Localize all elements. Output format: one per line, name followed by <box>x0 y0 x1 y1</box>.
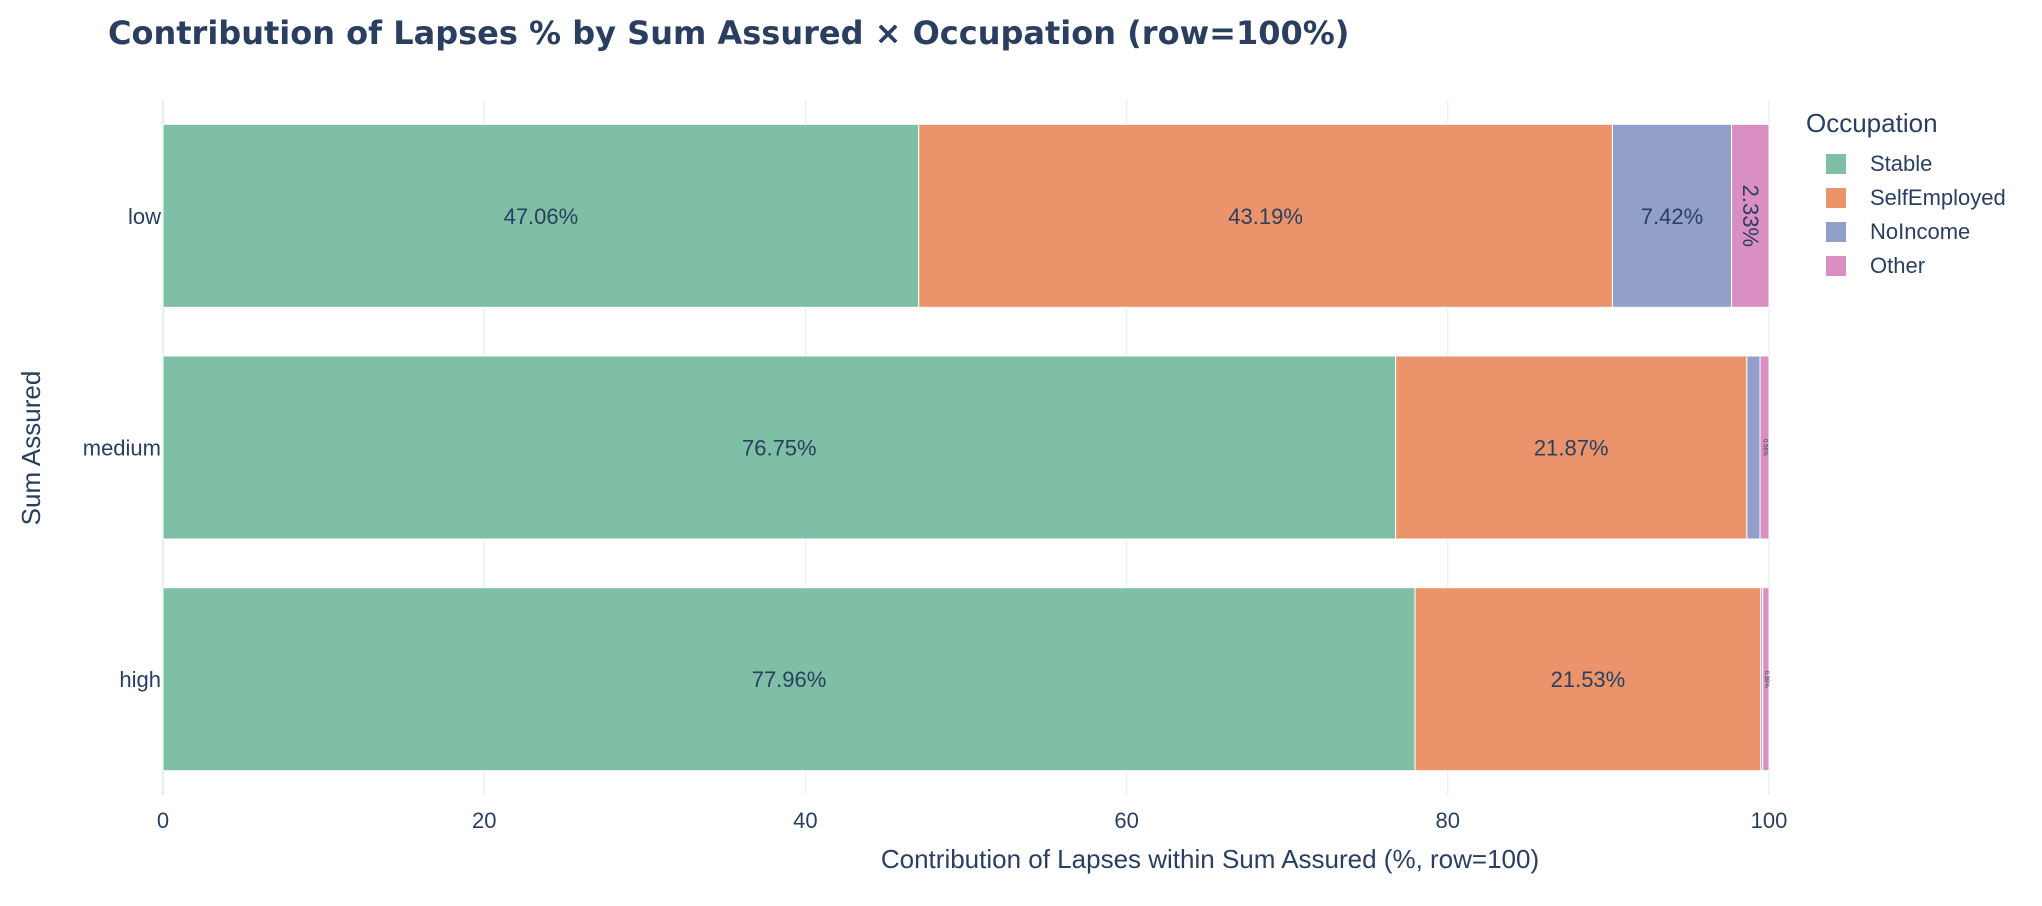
legend: Occupation Stable SelfEmployed NoIncome Oth… <box>1806 108 2006 283</box>
legend-label: Stable <box>1870 151 1933 176</box>
bar-label: 47.06% <box>504 204 579 229</box>
bar-label: 2.33% <box>1738 185 1763 247</box>
bar-labels: 47.06% 43.19% 7.42% 2.33% 76.75% 21.87% 0.56% 7… <box>504 185 1769 693</box>
x-tick-label: 40 <box>793 808 817 833</box>
legend-swatch <box>1826 256 1846 276</box>
bar-other-medium <box>1759 355 1770 540</box>
legend-item-other[interactable]: Other <box>1806 249 2006 283</box>
bar-label: 21.53% <box>1551 667 1626 692</box>
bar-label: 0.39% <box>1763 671 1769 689</box>
chart-title: Contribution of Lapses % by Sum Assured … <box>108 14 1350 52</box>
bar-label: 0.56% <box>1762 439 1768 457</box>
x-axis-title: Contribution of Lapses within Sum Assure… <box>881 844 1539 874</box>
bar-selfemployed-high <box>1414 587 1762 772</box>
bar-other-low <box>1731 123 1770 308</box>
bar-selfemployed-low <box>918 123 1613 308</box>
bar-stable-medium <box>162 355 1397 540</box>
bar-label: 21.87% <box>1534 436 1609 461</box>
x-tick-label: 60 <box>1114 808 1138 833</box>
legend-label: SelfEmployed <box>1870 185 2006 210</box>
bar-label: 76.75% <box>742 436 817 461</box>
legend-swatch <box>1826 154 1846 174</box>
bar-other-high <box>1762 587 1770 772</box>
x-tick-label: 20 <box>472 808 496 833</box>
legend-items: Stable SelfEmployed NoIncome Other <box>1806 147 2006 283</box>
bars <box>162 123 1770 772</box>
y-tick-label: medium <box>83 436 161 461</box>
x-tick-label: 80 <box>1436 808 1460 833</box>
bar-label: 7.42% <box>1641 204 1703 229</box>
x-tick-label: 0 <box>157 808 169 833</box>
legend-swatch <box>1826 188 1846 208</box>
y-tick-label: low <box>128 204 161 229</box>
legend-item-noincome[interactable]: NoIncome <box>1806 215 2006 249</box>
bar-label: 77.96% <box>752 667 827 692</box>
legend-label: Other <box>1870 253 1926 278</box>
x-tick-label: 100 <box>1751 808 1788 833</box>
bar-label: 43.19% <box>1228 204 1303 229</box>
y-axis-title: Sum Assured <box>16 371 46 526</box>
bar-selfemployed-medium <box>1395 355 1748 540</box>
bar-noincome-low <box>1611 123 1733 308</box>
axis-ticks: 0 20 40 60 80 100 low medium high <box>83 204 1788 833</box>
legend-swatch <box>1826 222 1846 242</box>
bar-noincome-medium <box>1746 355 1761 540</box>
bar-stable-high <box>162 587 1416 772</box>
legend-title: Occupation <box>1806 108 1938 138</box>
legend-item-selfemployed[interactable]: SelfEmployed <box>1806 181 2006 215</box>
y-tick-label: high <box>119 667 161 692</box>
legend-label: NoIncome <box>1870 219 1971 244</box>
legend-item-stable[interactable]: Stable <box>1806 147 2006 181</box>
